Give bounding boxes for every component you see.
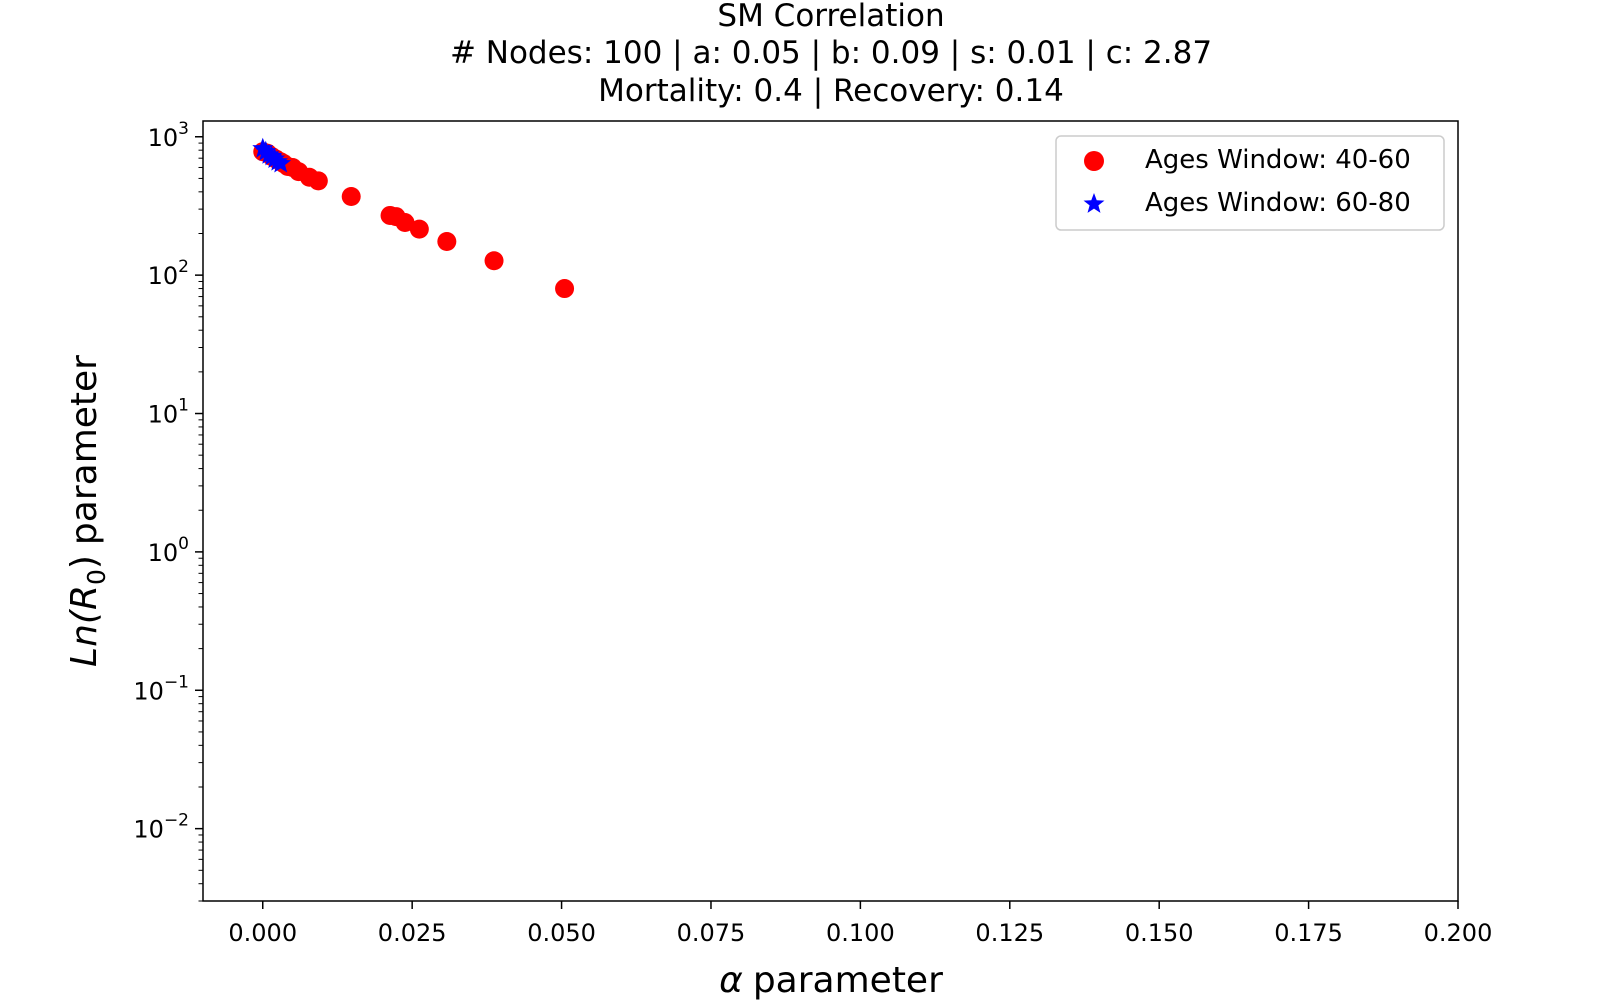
- legend-box: [1055, 135, 1445, 231]
- x-axis-label-text: parameter: [753, 960, 943, 1000]
- y-axis-label-close: ): [64, 555, 105, 569]
- point-series-1: [409, 219, 429, 239]
- point-series-2: [270, 152, 292, 173]
- point-series-2: [252, 137, 274, 158]
- chart-subtitle-2: Mortality: 0.4 | Recovery: 0.14: [598, 73, 1064, 109]
- x-tick-label: 0.125: [975, 919, 1044, 947]
- x-tick-label: 0.100: [826, 919, 895, 947]
- y-tick-label: 102: [148, 257, 189, 290]
- x-tick-label: 0.000: [228, 919, 297, 947]
- y-axis-label: Ln(R0) parameter: [64, 355, 111, 667]
- y-axis-label-base: Ln(R: [64, 585, 105, 667]
- point-series-1: [308, 171, 328, 191]
- point-series-1: [484, 251, 504, 271]
- x-tick-label: 0.025: [378, 919, 447, 947]
- y-tick-label: 103: [148, 119, 189, 152]
- point-series-1: [555, 279, 575, 299]
- legend-marker-star: [1083, 193, 1105, 213]
- y-tick-label: 10−2: [133, 811, 189, 844]
- y-tick-label: 100: [148, 534, 189, 567]
- y-axis-label-sub: 0: [82, 569, 111, 585]
- x-tick-label: 0.075: [677, 919, 746, 947]
- x-tick-label: 0.200: [1424, 919, 1493, 947]
- legend-label-2: Ages Window: 60-80: [1145, 188, 1411, 218]
- x-axis-label: α parameter: [719, 960, 943, 1000]
- chart-subtitle-1: # Nodes: 100 | a: 0.05 | b: 0.09 | s: 0.…: [450, 35, 1212, 71]
- point-series-1: [437, 232, 457, 252]
- point-series-1: [341, 187, 361, 207]
- x-tick-label: 0.050: [527, 919, 596, 947]
- legend-marker-circle: [1084, 151, 1104, 171]
- chart-title-group: SM Correlation # Nodes: 100 | a: 0.05 | …: [450, 0, 1212, 109]
- y-tick-label: 101: [148, 396, 189, 429]
- chart-title: SM Correlation: [717, 0, 944, 34]
- y-axis-label-text: parameter: [64, 355, 105, 545]
- x-tick-label: 0.150: [1125, 919, 1194, 947]
- x-axis: 0.000 0.025 0.050 0.075 0.100 0.125 0.150 0.175…: [228, 901, 1492, 947]
- plot-area: [202, 120, 1459, 902]
- x-tick-label: 0.175: [1274, 919, 1343, 947]
- y-tick-label: 10−1: [133, 672, 189, 705]
- point-series-2: [255, 140, 277, 161]
- y-axis: 103 102 101 100 10−1 10−2: [133, 119, 203, 902]
- point-series-1: [395, 213, 415, 233]
- x-axis-label-symbol: α: [719, 960, 743, 1000]
- data-marks: [252, 137, 575, 299]
- legend-label-1: Ages Window: 40-60: [1145, 145, 1411, 175]
- legend: Ages Window: 40-60 Ages Window: 60-80: [1055, 135, 1445, 231]
